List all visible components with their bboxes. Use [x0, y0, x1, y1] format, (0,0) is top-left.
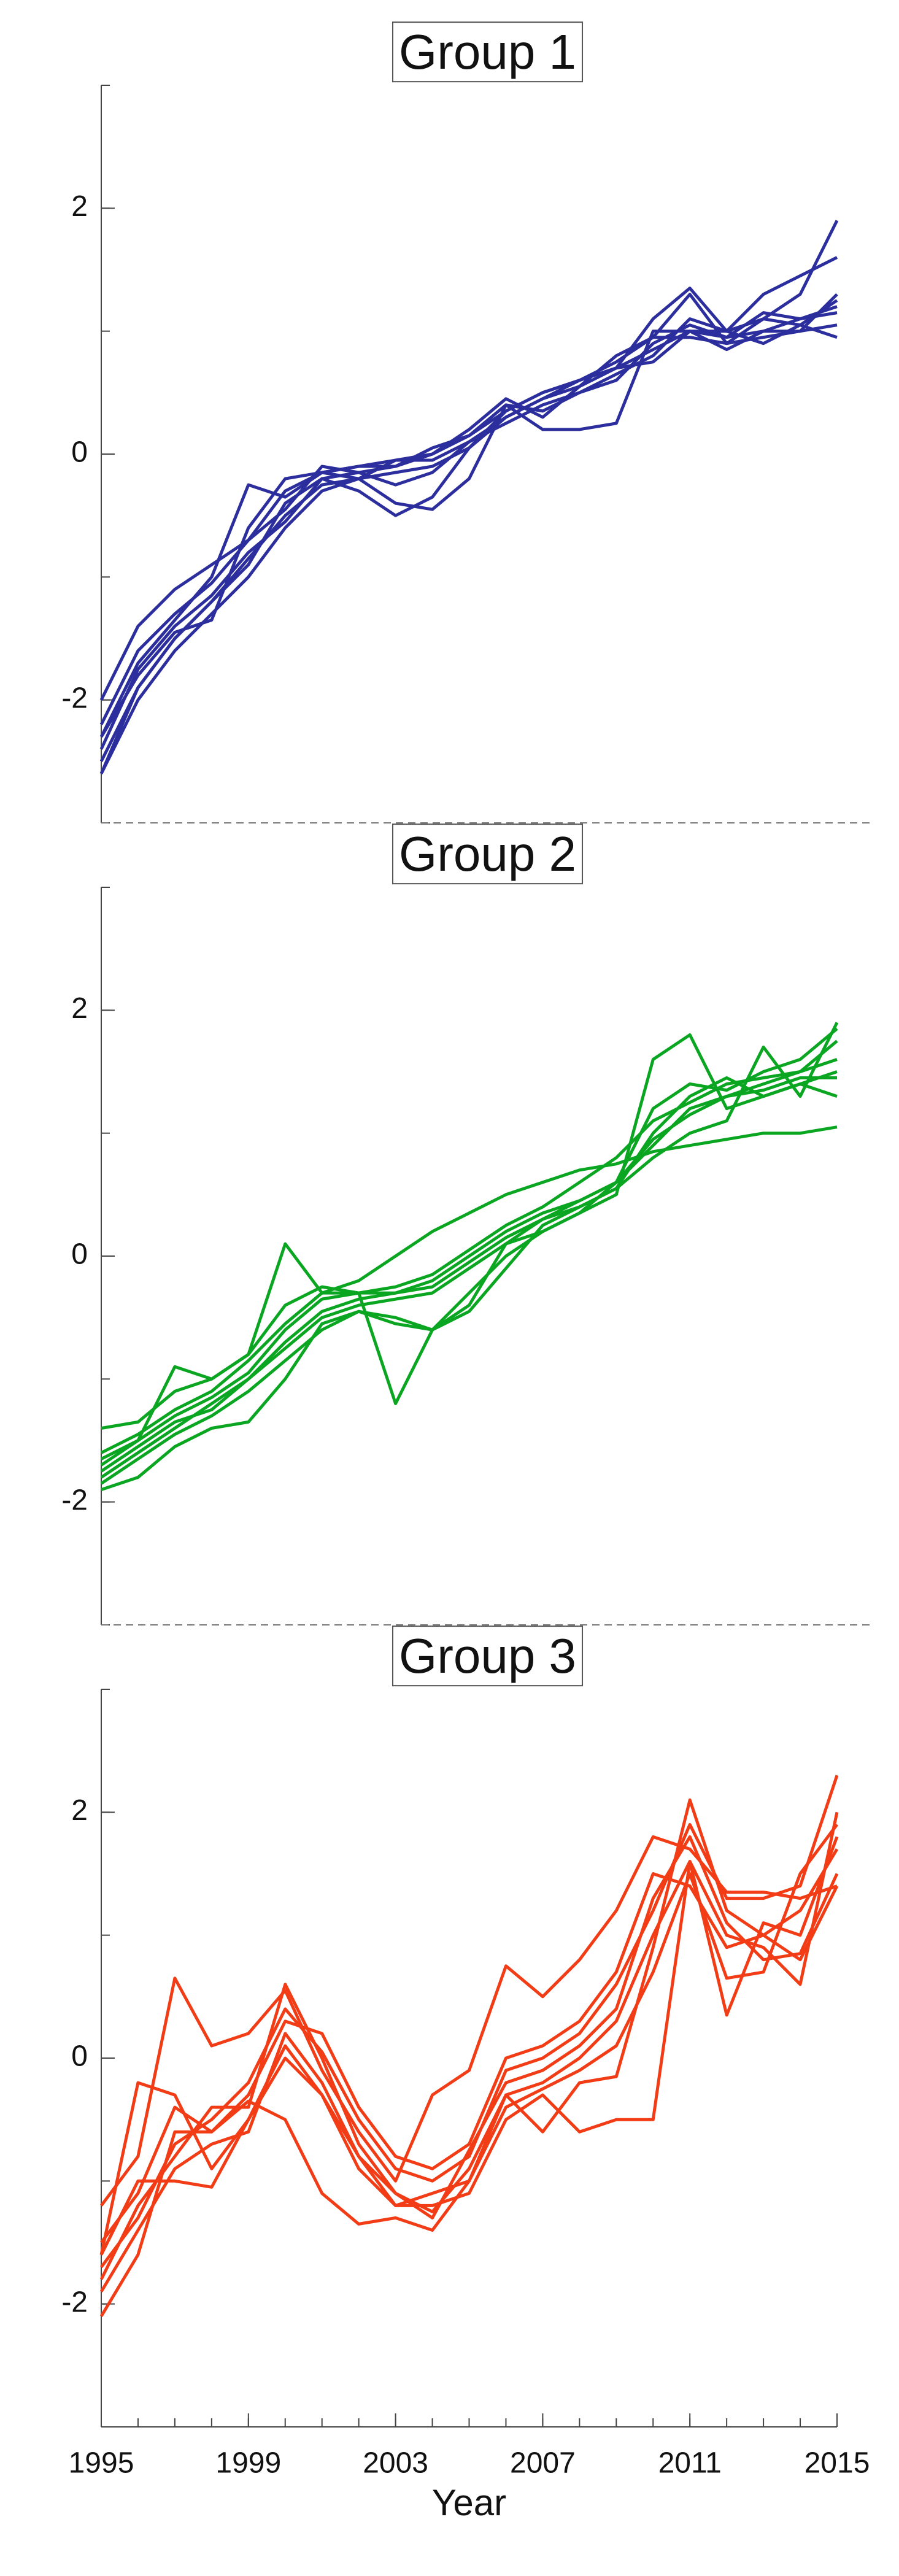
series-line [99, 305, 838, 775]
y-tick-label: -2 [61, 2286, 88, 2318]
series-line [100, 1027, 838, 1485]
x-tick-label: 1995 [69, 2447, 134, 2480]
title-box [392, 823, 584, 885]
title-group: Group 2 [392, 823, 584, 885]
y-tick-label: 0 [71, 1238, 88, 1271]
x-tick-label: 2003 [363, 2447, 428, 2480]
x-tick-label: 1999 [215, 2447, 281, 2480]
series-line [100, 1039, 838, 1467]
chart-title: Group 3 [399, 1629, 576, 1683]
title-group: Group 1 [392, 21, 584, 83]
series-line [99, 317, 838, 762]
y-tick-label: 0 [71, 2040, 88, 2073]
series-line [100, 1125, 838, 1454]
series-line [99, 1811, 839, 2293]
y-tick-label: 0 [71, 436, 88, 469]
series-line [99, 220, 839, 774]
series-line [99, 311, 838, 738]
title-box [392, 1625, 584, 1687]
series-line [99, 1836, 839, 2256]
series-line [99, 323, 838, 725]
series-line [100, 1076, 837, 1473]
y-tick-label: 2 [71, 1794, 88, 1827]
series-line [100, 1058, 838, 1479]
x-tick-label: 2007 [510, 2447, 576, 2480]
y-tick-label: -2 [61, 682, 88, 714]
series-line [100, 1076, 838, 1460]
series-line [99, 1848, 839, 2243]
series-line [101, 1033, 838, 1430]
x-axis-label: Year [432, 2482, 506, 2523]
chart-title: Group 2 [399, 827, 576, 881]
y-tick-label: -2 [61, 1484, 88, 1516]
series-line [99, 1823, 839, 2256]
y-tick-label: 2 [71, 992, 88, 1025]
series-line [99, 293, 838, 738]
series-line [99, 1835, 839, 2280]
y-tick-label: 2 [71, 190, 88, 223]
series-line [99, 1798, 839, 2317]
chart-title: Group 1 [399, 25, 576, 79]
series-line [101, 1022, 839, 1491]
x-tick-label: 2015 [804, 2447, 870, 2480]
series-line [99, 299, 838, 750]
title-box [392, 21, 584, 83]
title-group: Group 3 [392, 1625, 584, 1687]
x-tick-label: 2011 [658, 2447, 722, 2480]
